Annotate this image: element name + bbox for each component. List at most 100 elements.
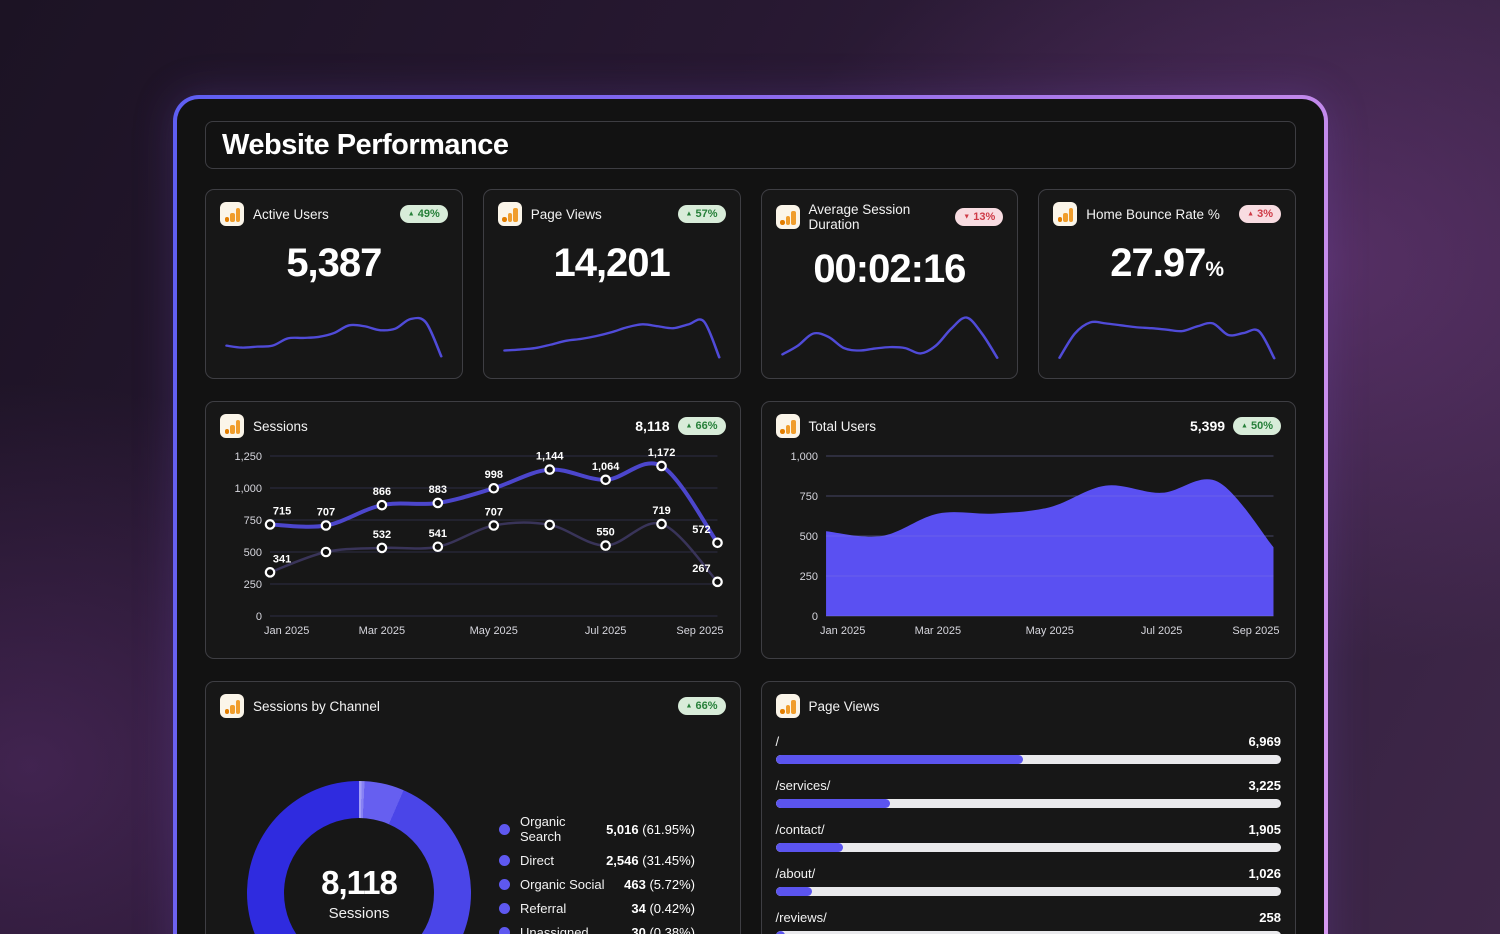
progress-track	[775, 799, 1281, 808]
svg-text:1,172: 1,172	[648, 447, 676, 459]
page-views-value: 6,969	[1248, 734, 1281, 749]
progress-track	[775, 843, 1281, 852]
page-views-card: Page Views / 6,969 /services/ 3,225 /con…	[760, 681, 1296, 934]
page-path: /contact/	[775, 822, 825, 837]
delta-badge: ▲ 66%	[677, 416, 726, 436]
chart-title: Total Users	[808, 418, 877, 434]
sessions-total: 8,118	[635, 418, 670, 434]
legend-item-organic-social[interactable]: Organic Social 463 (5.72%)	[499, 877, 695, 892]
svg-text:541: 541	[429, 528, 447, 540]
kpi-label: Active Users	[253, 206, 329, 222]
card-header: Sessions by Channel ▲ 66%	[220, 694, 726, 718]
svg-text:750: 750	[244, 515, 262, 527]
legend-item-direct[interactable]: Direct 2,546 (31.45%)	[499, 853, 695, 868]
card-header: Home Bounce Rate % ▲ 3%	[1053, 202, 1281, 226]
analytics-icon	[775, 414, 800, 438]
page-views-value: 1,026	[1248, 866, 1281, 881]
page-title: Website Performance	[205, 121, 1296, 169]
page-views-row: /about/ 1,026	[775, 866, 1281, 896]
sessions-by-channel-card: Sessions by Channel ▲ 66% 8,118 Sessions	[205, 681, 741, 934]
kpi-sparkline[interactable]	[1053, 304, 1281, 366]
svg-text:532: 532	[373, 529, 391, 541]
svg-text:1,144: 1,144	[536, 451, 564, 463]
donut-center: 8,118 Sessions	[284, 818, 434, 934]
svg-text:Jul 2025: Jul 2025	[585, 625, 627, 637]
legend-dot-icon	[499, 879, 510, 890]
page-path: /	[775, 734, 780, 749]
svg-text:750: 750	[799, 491, 817, 503]
legend-item-organic-search[interactable]: Organic Search 5,016 (61.95%)	[499, 814, 695, 844]
analytics-icon	[220, 694, 244, 718]
analytics-icon	[775, 205, 800, 229]
progress-fill	[775, 931, 785, 934]
card-header: Active Users ▲ 49%	[220, 202, 448, 226]
donut-total-label: Sessions	[328, 905, 390, 922]
svg-text:707: 707	[317, 507, 335, 519]
legend-value: 2,546 (31.45%)	[606, 853, 695, 868]
analytics-icon	[497, 202, 522, 226]
delta-badge: ▲ 3%	[1239, 204, 1281, 224]
page-views-value: 3,225	[1248, 778, 1281, 793]
svg-text:866: 866	[373, 486, 391, 498]
svg-text:0: 0	[811, 611, 817, 623]
svg-text:250: 250	[799, 571, 817, 583]
kpi-value: 5,387	[286, 241, 382, 285]
analytics-icon	[1053, 202, 1078, 226]
delta-badge: ▲ 49%	[399, 204, 448, 224]
legend-name: Referral	[520, 901, 567, 916]
svg-text:1,000: 1,000	[234, 483, 262, 495]
svg-text:341: 341	[273, 553, 291, 565]
page-views-row: /reviews/ 258	[775, 910, 1281, 934]
svg-text:Mar 2025: Mar 2025	[359, 625, 406, 637]
svg-text:1,000: 1,000	[790, 451, 818, 463]
card-header-right: 5,399 ▲ 50%	[1189, 416, 1281, 436]
legend-item-referral[interactable]: Referral 34 (0.42%)	[499, 901, 695, 916]
svg-text:719: 719	[652, 505, 670, 517]
page-views-value: 1,905	[1248, 822, 1281, 837]
progress-track	[775, 755, 1281, 764]
svg-text:Jan 2025: Jan 2025	[264, 625, 309, 637]
kpi-sparkline[interactable]	[498, 304, 726, 366]
svg-text:Jul 2025: Jul 2025	[1140, 625, 1182, 637]
legend-name: Organic Social	[520, 877, 605, 892]
kpi-sparkline[interactable]	[220, 304, 448, 366]
delta-badge: ▲ 66%	[677, 696, 726, 716]
card-header: Page Views	[775, 694, 1282, 718]
kpi-value: 27.97%	[1110, 241, 1225, 285]
svg-text:Mar 2025: Mar 2025	[914, 625, 961, 637]
page-views-row: /contact/ 1,905	[775, 822, 1281, 852]
legend-dot-icon	[499, 927, 510, 934]
svg-text:707: 707	[485, 507, 503, 519]
page-title-text: Website Performance	[222, 128, 509, 161]
svg-text:Sep 2025: Sep 2025	[676, 625, 723, 637]
card-header: Sessions 8,118 ▲ 66%	[220, 414, 726, 438]
legend-value: 5,016 (61.95%)	[606, 821, 695, 837]
chart-title: Sessions by Channel	[253, 698, 380, 714]
svg-text:267: 267	[692, 563, 710, 575]
page-path: /about/	[775, 866, 816, 881]
svg-text:May 2025: May 2025	[1025, 625, 1073, 637]
svg-text:500: 500	[799, 531, 817, 543]
total-users-total: 5,399	[1189, 418, 1226, 434]
legend-name: Direct	[520, 853, 554, 868]
progress-fill	[775, 799, 891, 808]
svg-text:1,250: 1,250	[234, 451, 262, 463]
delta-badge: ▲ 50%	[1233, 416, 1281, 436]
legend-dot-icon	[499, 823, 510, 835]
kpi-sparkline[interactable]	[776, 304, 1004, 366]
legend-item-unassigned[interactable]: Unassigned 30 (0.38%)	[499, 925, 695, 934]
donut-body: 8,118 Sessions Organic Search 5,016 (61.…	[220, 781, 726, 934]
svg-text:883: 883	[429, 484, 447, 496]
kpi-label: Home Bounce Rate %	[1086, 206, 1220, 222]
card-header-right: ▲ 66%	[677, 696, 726, 716]
progress-fill	[775, 755, 1024, 764]
progress-fill	[775, 843, 844, 852]
kpi-row: Active Users ▲ 49% 5,387 Page Views ▲ 57% …	[205, 189, 1296, 379]
card-header: Average Session Duration ▼ 13%	[775, 202, 1004, 232]
card-header: Total Users 5,399 ▲ 50%	[775, 414, 1281, 438]
page-views-row: /services/ 3,225	[775, 778, 1281, 808]
kpi-card-average-session-duration: Average Session Duration ▼ 13% 00:02:16	[760, 189, 1019, 379]
